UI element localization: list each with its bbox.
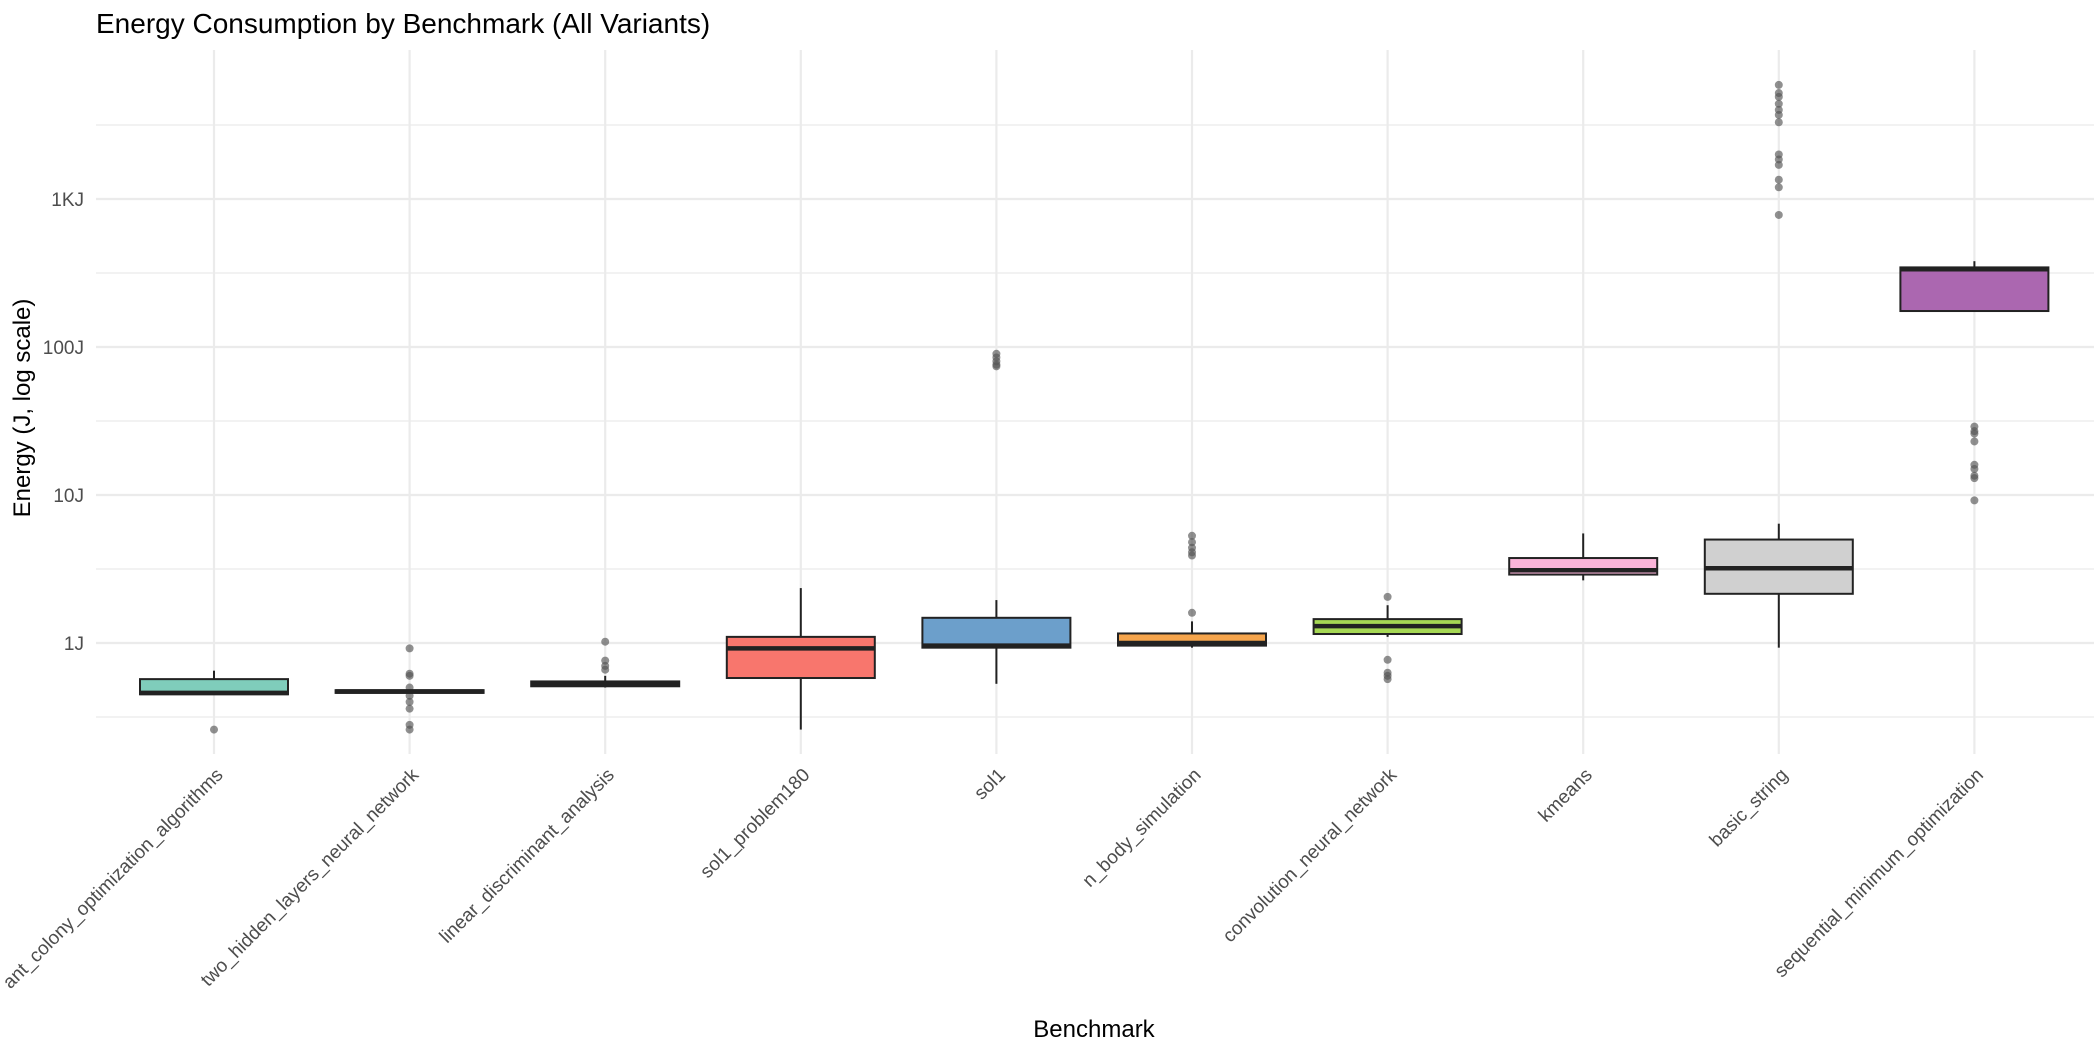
x-tick-label: kmeans <box>1535 765 1597 827</box>
y-tick-label: 1J <box>64 634 84 655</box>
outlier-point <box>1188 531 1196 540</box>
chart-title: Energy Consumption by Benchmark (All Var… <box>96 8 710 39</box>
outlier-point <box>405 704 414 713</box>
outlier-point <box>1970 437 1979 446</box>
y-axis-tick-labels: 1J 10J 100J 1KJ <box>43 190 84 655</box>
outlier-point <box>601 665 610 674</box>
box-iqr <box>1899 266 2050 313</box>
outlier-point <box>1970 474 1979 483</box>
box-series <box>139 80 2050 734</box>
x-axis-label: Benchmark <box>1033 1016 1155 1043</box>
x-axis-tick-labels: ant_colony_optimization_algorithmstwo_hi… <box>0 764 1988 993</box>
outlier-point <box>1774 110 1783 119</box>
outlier-point <box>1970 464 1979 473</box>
outlier-point <box>1970 496 1979 505</box>
outlier-point <box>601 637 610 646</box>
box-ant-colony-optimization-algorithms <box>139 670 289 734</box>
box-sequential-minimum-optimization <box>1899 261 2050 505</box>
x-tick-label: sequential_minimum_optimization <box>1771 765 1988 982</box>
x-tick-label: sol1 <box>970 765 1009 804</box>
outlier-point <box>405 697 414 706</box>
outlier-point <box>1774 160 1783 169</box>
box-n-body-simulation <box>1117 531 1267 648</box>
outlier-point <box>405 725 414 734</box>
outlier-point <box>1774 175 1783 184</box>
outlier-point <box>1188 538 1196 547</box>
outlier-point <box>405 671 414 680</box>
box-sol1-problem180 <box>725 588 876 730</box>
box-convolution-neural-network <box>1312 592 1463 684</box>
outlier-point <box>405 644 414 653</box>
y-tick-label: 10J <box>53 486 84 507</box>
x-tick-label: linear_discriminant_analysis <box>436 765 619 948</box>
outlier-point <box>1383 655 1392 664</box>
outlier-point <box>1774 99 1783 108</box>
outlier-point <box>210 725 218 734</box>
y-tick-label: 1KJ <box>51 190 84 211</box>
box-two-hidden-layers-neural-network <box>334 644 485 734</box>
x-tick-label: ant_colony_optimization_algorithms <box>0 765 228 993</box>
outlier-point <box>1774 210 1783 219</box>
box-linear-discriminant-analysis <box>530 637 681 688</box>
outlier-point <box>1188 608 1196 617</box>
box-kmeans <box>1508 533 1659 581</box>
x-tick-label: sol1_problem180 <box>696 765 814 883</box>
box-basic-string <box>1703 80 1854 648</box>
x-tick-label: convolution_neural_network <box>1219 764 1402 947</box>
x-tick-label: basic_string <box>1706 765 1793 852</box>
outlier-point <box>1383 675 1392 684</box>
outlier-point <box>1383 592 1392 601</box>
x-tick-label: two_hidden_layers_neural_network <box>197 764 424 991</box>
y-tick-label: 100J <box>43 338 84 359</box>
outlier-point <box>1188 551 1196 560</box>
outlier-point <box>1774 92 1783 101</box>
box-sol1 <box>921 349 1072 684</box>
outlier-point <box>1774 118 1783 127</box>
gridlines <box>96 50 2094 754</box>
outlier-point <box>1970 429 1979 438</box>
box-iqr <box>921 616 1072 649</box>
box-iqr <box>725 635 876 680</box>
y-axis-label: Energy (J, log scale) <box>9 299 36 518</box>
outlier-point <box>1774 80 1783 89</box>
outlier-point <box>1774 183 1783 192</box>
outlier-point <box>992 362 1001 371</box>
x-tick-label: n_body_simulation <box>1079 765 1206 892</box>
